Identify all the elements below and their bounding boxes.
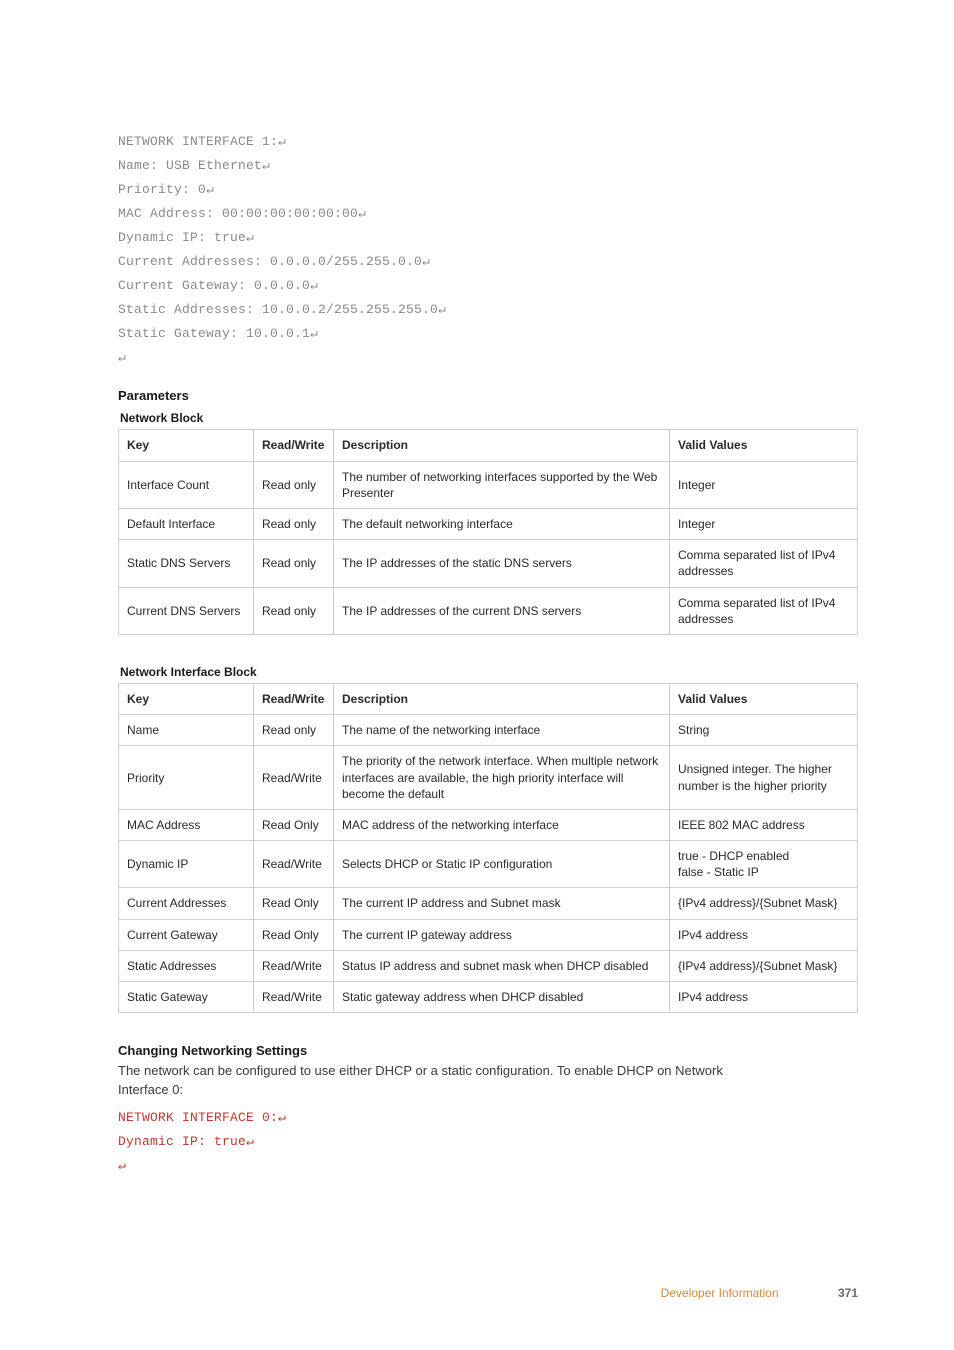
table-cell: IPv4 address bbox=[670, 919, 858, 950]
table-cell: Read/Write bbox=[254, 841, 334, 888]
table-cell: Selects DHCP or Static IP configuration bbox=[334, 841, 670, 888]
parameters-heading: Parameters bbox=[118, 388, 858, 403]
table-cell: The name of the networking interface bbox=[334, 715, 670, 746]
code-line: Dynamic IP: true↵ bbox=[118, 226, 858, 250]
code-line: ↵ bbox=[118, 1154, 858, 1178]
table-row: Current DNS ServersRead onlyThe IP addre… bbox=[119, 587, 858, 634]
table-row: Static AddressesRead/WriteStatus IP addr… bbox=[119, 950, 858, 981]
table-cell: Read only bbox=[254, 461, 334, 508]
table-cell: true - DHCP enabledfalse - Static IP bbox=[670, 841, 858, 888]
code-line: Current Gateway: 0.0.0.0↵ bbox=[118, 274, 858, 298]
table-cell: Current Addresses bbox=[119, 888, 254, 919]
code-line: Static Gateway: 10.0.0.1↵ bbox=[118, 322, 858, 346]
network-interface-block-table: KeyRead/WriteDescriptionValid Values Nam… bbox=[118, 683, 858, 1013]
code-line: Priority: 0↵ bbox=[118, 178, 858, 202]
table-cell: Dynamic IP bbox=[119, 841, 254, 888]
table-header-cell: Description bbox=[334, 430, 670, 461]
table-row: Static DNS ServersRead onlyThe IP addres… bbox=[119, 540, 858, 587]
table-row: Static GatewayRead/WriteStatic gateway a… bbox=[119, 982, 858, 1013]
table-cell: Read Only bbox=[254, 809, 334, 840]
table-cell: Read Only bbox=[254, 919, 334, 950]
table-row: Current AddressesRead OnlyThe current IP… bbox=[119, 888, 858, 919]
table-cell: The IP addresses of the current DNS serv… bbox=[334, 587, 670, 634]
table-cell: Status IP address and subnet mask when D… bbox=[334, 950, 670, 981]
table-cell: {IPv4 address}/{Subnet Mask} bbox=[670, 950, 858, 981]
footer-page-number: 371 bbox=[838, 1286, 858, 1300]
table-cell: Default Interface bbox=[119, 509, 254, 540]
table-cell: The number of networking interfaces supp… bbox=[334, 461, 670, 508]
table-cell: Comma separated list of IPv4 addresses bbox=[670, 587, 858, 634]
code-line: Current Addresses: 0.0.0.0/255.255.0.0↵ bbox=[118, 250, 858, 274]
table-cell: Interface Count bbox=[119, 461, 254, 508]
table-cell: Read only bbox=[254, 540, 334, 587]
table-row: NameRead onlyThe name of the networking … bbox=[119, 715, 858, 746]
table-cell: Comma separated list of IPv4 addresses bbox=[670, 540, 858, 587]
table-cell: {IPv4 address}/{Subnet Mask} bbox=[670, 888, 858, 919]
table-cell: MAC address of the networking interface bbox=[334, 809, 670, 840]
table-row: Default InterfaceRead onlyThe default ne… bbox=[119, 509, 858, 540]
table-cell: The current IP gateway address bbox=[334, 919, 670, 950]
code-block-network-interface-1: NETWORK INTERFACE 1:↵Name: USB Ethernet↵… bbox=[118, 130, 858, 370]
table-cell: Static Gateway bbox=[119, 982, 254, 1013]
table-title-network-interface-block: Network Interface Block bbox=[120, 665, 858, 679]
footer-section: Developer Information bbox=[661, 1286, 779, 1300]
table-header-cell: Read/Write bbox=[254, 430, 334, 461]
code-line: ↵ bbox=[118, 346, 858, 370]
table-cell: The priority of the network interface. W… bbox=[334, 746, 670, 810]
table-cell: Read/Write bbox=[254, 746, 334, 810]
table-cell: Read/Write bbox=[254, 950, 334, 981]
table-cell: Read/Write bbox=[254, 982, 334, 1013]
code-line: Name: USB Ethernet↵ bbox=[118, 154, 858, 178]
table-cell: Read only bbox=[254, 587, 334, 634]
table-header-cell: Valid Values bbox=[670, 430, 858, 461]
table-cell: The current IP address and Subnet mask bbox=[334, 888, 670, 919]
table-cell: Static DNS Servers bbox=[119, 540, 254, 587]
changing-settings-body: The network can be configured to use eit… bbox=[118, 1062, 758, 1100]
table-header-cell: Description bbox=[334, 683, 670, 714]
table-header-cell: Valid Values bbox=[670, 683, 858, 714]
table-cell: Priority bbox=[119, 746, 254, 810]
code-line: Dynamic IP: true↵ bbox=[118, 1130, 858, 1154]
table-cell: IEEE 802 MAC address bbox=[670, 809, 858, 840]
table-header-cell: Key bbox=[119, 683, 254, 714]
table-cell: Static Addresses bbox=[119, 950, 254, 981]
code-line: NETWORK INTERFACE 1:↵ bbox=[118, 130, 858, 154]
table-header-cell: Key bbox=[119, 430, 254, 461]
table-cell: The IP addresses of the static DNS serve… bbox=[334, 540, 670, 587]
table-cell: Read only bbox=[254, 715, 334, 746]
table-row: Current GatewayRead OnlyThe current IP g… bbox=[119, 919, 858, 950]
table-cell: Unsigned integer. The higher number is t… bbox=[670, 746, 858, 810]
table-cell: Integer bbox=[670, 461, 858, 508]
code-line: NETWORK INTERFACE 0:↵ bbox=[118, 1106, 858, 1130]
page-footer: Developer Information 371 bbox=[661, 1286, 858, 1300]
table-cell: IPv4 address bbox=[670, 982, 858, 1013]
code-line: Static Addresses: 10.0.0.2/255.255.255.0… bbox=[118, 298, 858, 322]
table-cell: MAC Address bbox=[119, 809, 254, 840]
table-cell: Read Only bbox=[254, 888, 334, 919]
network-block-table: KeyRead/WriteDescriptionValid Values Int… bbox=[118, 429, 858, 635]
table-cell: Name bbox=[119, 715, 254, 746]
table-cell: Read only bbox=[254, 509, 334, 540]
table-cell: String bbox=[670, 715, 858, 746]
table-row: MAC AddressRead OnlyMAC address of the n… bbox=[119, 809, 858, 840]
table-cell: Current Gateway bbox=[119, 919, 254, 950]
code-line: MAC Address: 00:00:00:00:00:00↵ bbox=[118, 202, 858, 226]
table-cell: Integer bbox=[670, 509, 858, 540]
table-header-cell: Read/Write bbox=[254, 683, 334, 714]
table-row: PriorityRead/WriteThe priority of the ne… bbox=[119, 746, 858, 810]
changing-settings-heading: Changing Networking Settings bbox=[118, 1043, 858, 1058]
table-title-network-block: Network Block bbox=[120, 411, 858, 425]
code-block-network-interface-0: NETWORK INTERFACE 0:↵Dynamic IP: true↵↵ bbox=[118, 1106, 858, 1178]
table-row: Interface CountRead onlyThe number of ne… bbox=[119, 461, 858, 508]
table-cell: Static gateway address when DHCP disable… bbox=[334, 982, 670, 1013]
table-cell: The default networking interface bbox=[334, 509, 670, 540]
table-cell: Current DNS Servers bbox=[119, 587, 254, 634]
table-row: Dynamic IPRead/WriteSelects DHCP or Stat… bbox=[119, 841, 858, 888]
